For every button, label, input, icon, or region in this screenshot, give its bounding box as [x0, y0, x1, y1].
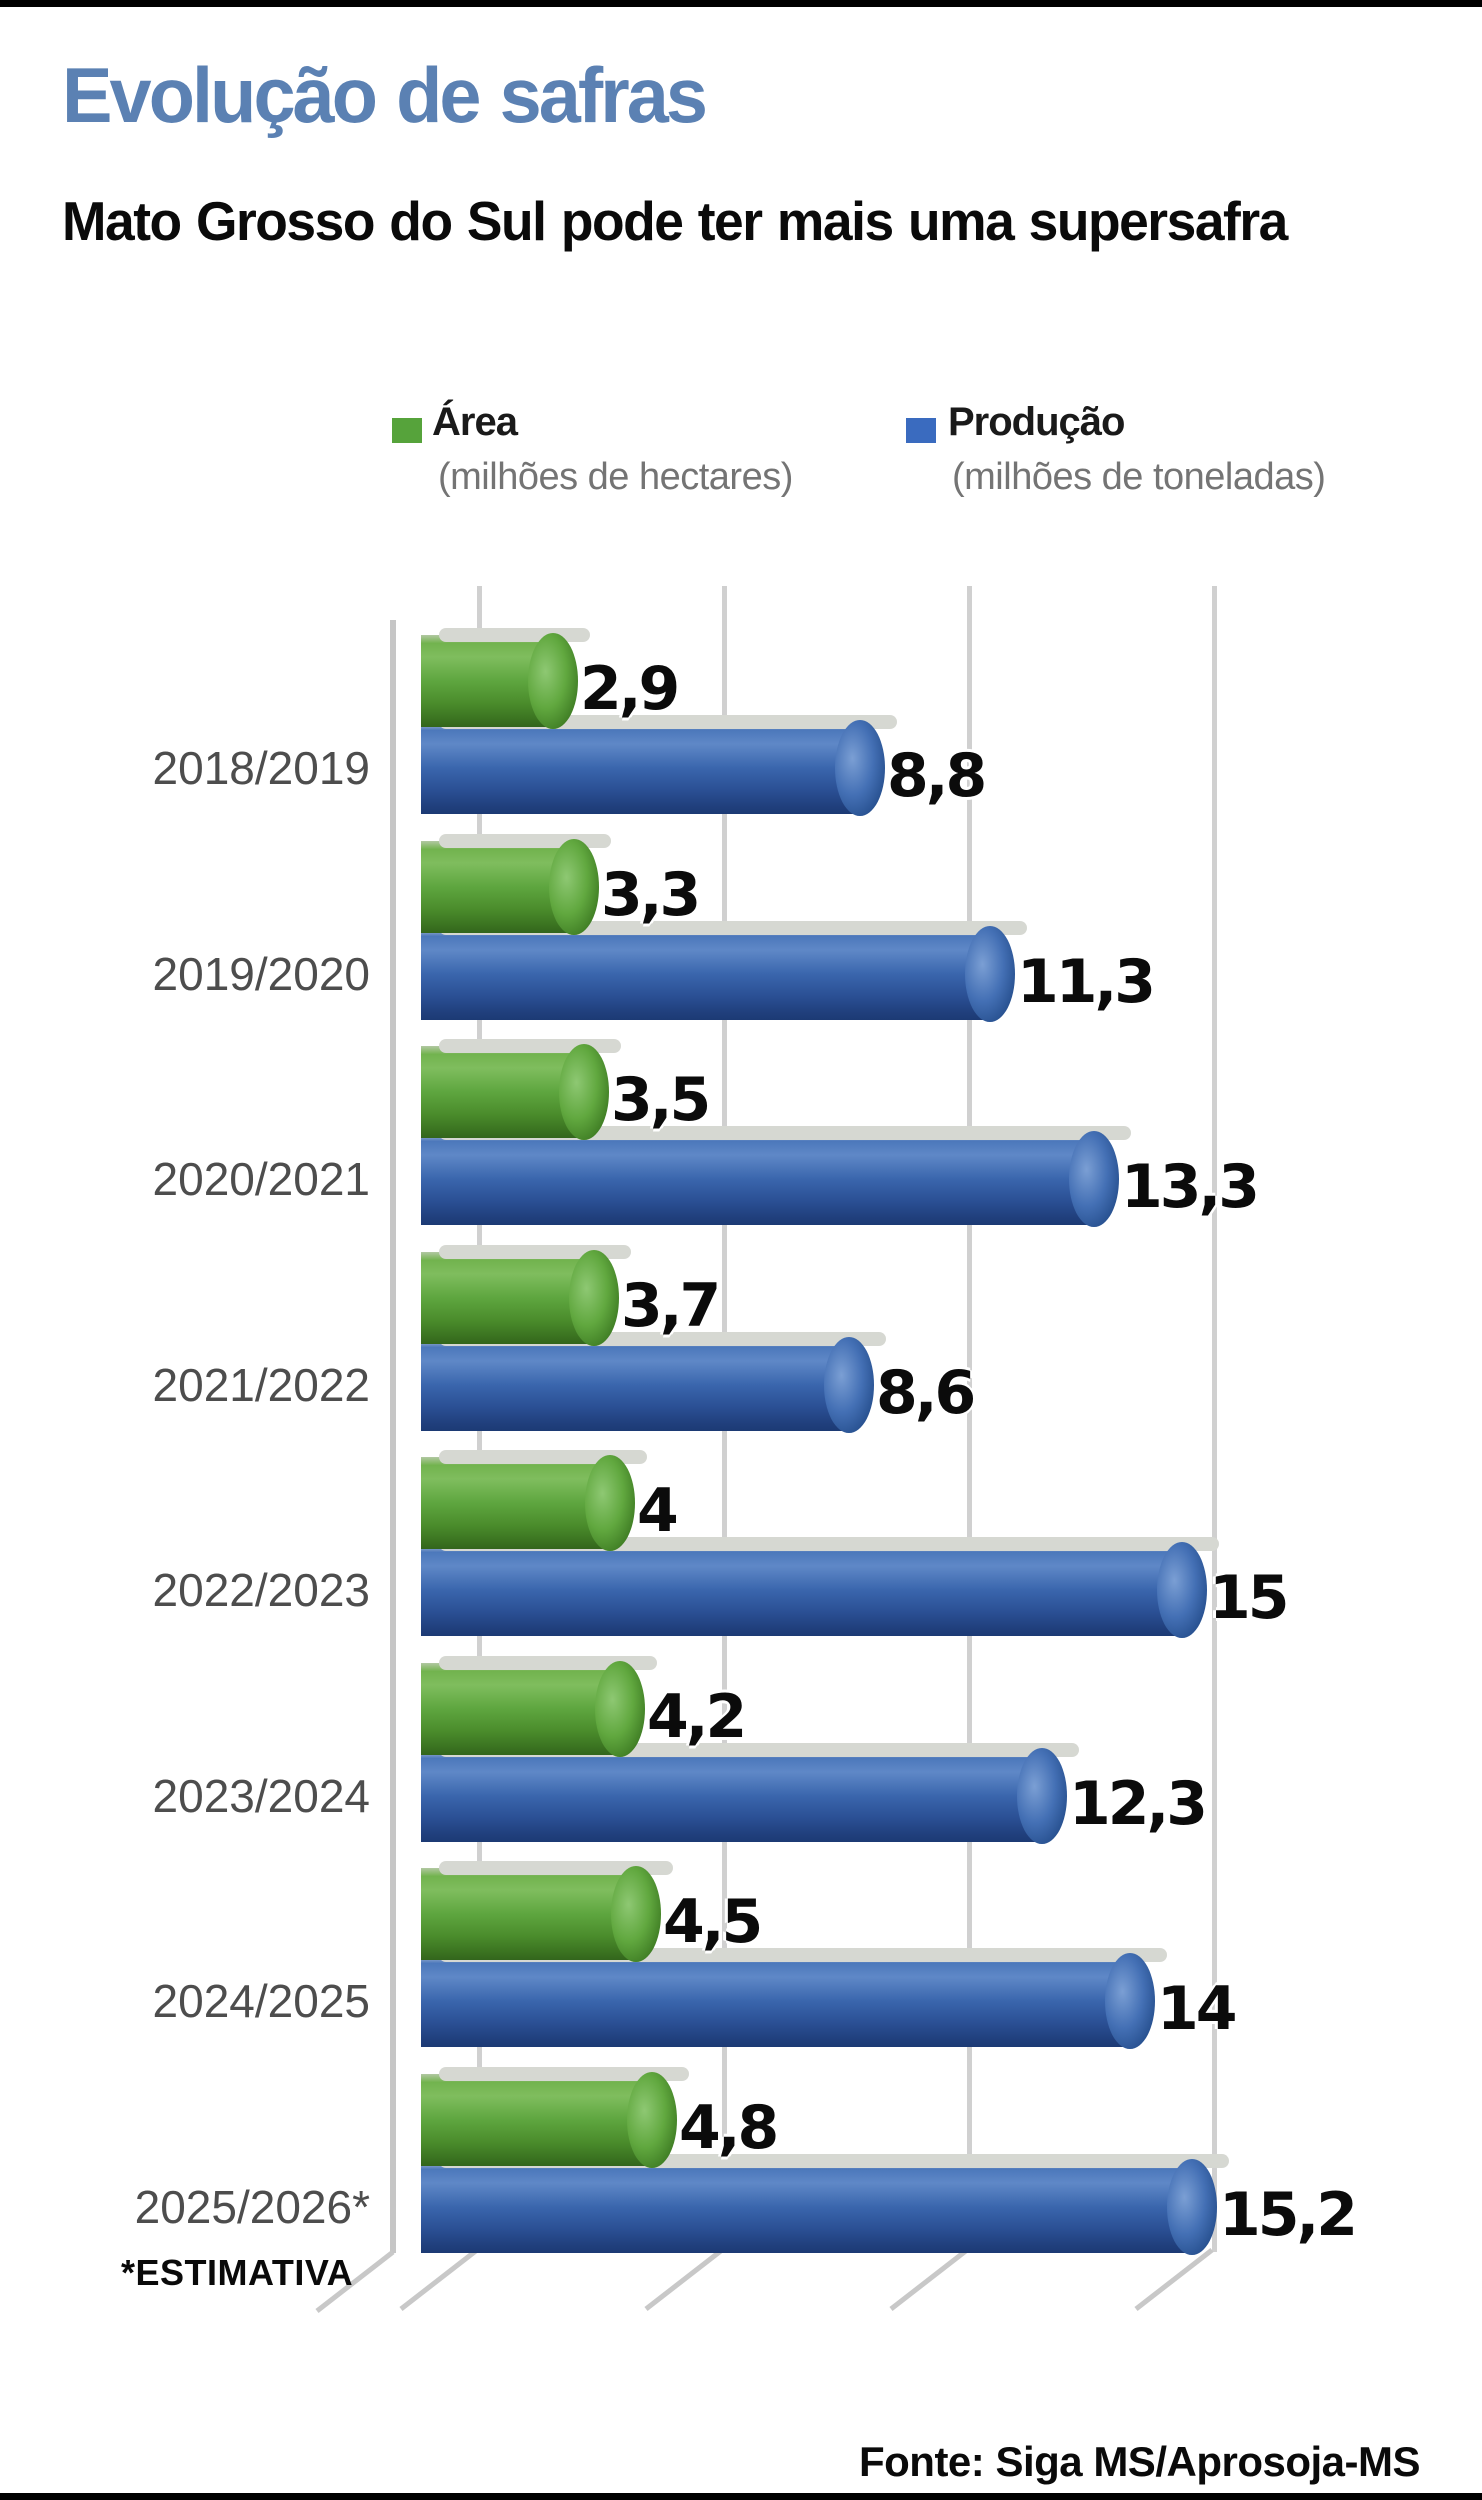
bottom-rule	[0, 2493, 1482, 2500]
area-bar	[421, 2067, 689, 2168]
area-value-label: 4,5	[663, 1887, 763, 1957]
bar-end-cap	[824, 1337, 874, 1433]
area-value-label: 4	[637, 1476, 679, 1546]
producao-value-label: 12,3	[1069, 1769, 1208, 1839]
producao-bar	[421, 1948, 1167, 2049]
producao-value-label: 14	[1157, 1974, 1237, 2044]
producao-bar	[421, 1743, 1079, 1844]
bar-end-cap	[1167, 2159, 1217, 2255]
bar-end-cap	[627, 2072, 677, 2168]
area-bar	[421, 628, 590, 729]
bar-end-cap	[585, 1455, 635, 1551]
area-bar	[421, 1245, 631, 1346]
producao-value-label: 15	[1209, 1563, 1289, 1633]
bar-end-cap	[528, 633, 578, 729]
producao-value-label: 13,3	[1121, 1152, 1260, 1222]
area-value-label: 3,7	[621, 1271, 721, 1341]
bar-end-cap	[1105, 1953, 1155, 2049]
area-legend-swatch	[392, 418, 422, 443]
area-bar	[421, 1450, 647, 1551]
producao-value-label: 15,2	[1219, 2180, 1358, 2250]
category-label: 2022/2023	[152, 1564, 370, 1616]
area-bar	[421, 1656, 657, 1757]
bar-end-cap	[835, 720, 885, 816]
source-credit: Fonte: Siga MS/Aprosoja-MS	[858, 2438, 1421, 2485]
area-bar	[421, 1039, 621, 1140]
category-label: 2019/2020	[152, 948, 370, 1000]
bar-end-cap	[965, 926, 1015, 1022]
producao-legend-swatch	[906, 418, 936, 443]
category-label: 2024/2025	[152, 1975, 370, 2027]
area-value-label: 3,5	[611, 1065, 711, 1135]
producao-legend-caption: (milhões de toneladas)	[952, 456, 1326, 498]
estimate-footnote: *ESTIMATIVA	[121, 2252, 354, 2293]
area-value-label: 4,8	[679, 2093, 779, 2163]
bar-end-cap	[569, 1250, 619, 1346]
area-value-label: 2,9	[580, 654, 680, 724]
producao-bar	[421, 1537, 1219, 1638]
producao-value-label: 8,6	[876, 1358, 976, 1428]
producao-bar	[421, 715, 897, 816]
area-bar	[421, 1861, 673, 1962]
bar-end-cap	[611, 1866, 661, 1962]
producao-value-label: 11,3	[1017, 947, 1156, 1017]
bar-end-cap	[595, 1661, 645, 1757]
bar-end-cap	[559, 1044, 609, 1140]
producao-bar	[421, 921, 1027, 1022]
bar-end-cap	[549, 839, 599, 935]
category-label: 2023/2024	[152, 1770, 370, 1822]
producao-legend-label: Produção	[948, 400, 1125, 444]
producao-bar	[421, 1126, 1131, 1227]
y-axis-wall	[390, 620, 396, 2253]
bar-end-cap	[1069, 1131, 1119, 1227]
area-value-label: 3,3	[601, 860, 701, 930]
category-label: 2020/2021	[152, 1153, 370, 1205]
category-label: 2018/2019	[152, 742, 370, 794]
area-bar	[421, 834, 611, 935]
producao-value-label: 8,8	[887, 741, 987, 811]
gridline	[967, 586, 972, 2252]
area-legend-label: Área	[432, 400, 518, 444]
producao-bar	[421, 1332, 886, 1433]
page-subtitle: Mato Grosso do Sul pode ter mais uma sup…	[62, 190, 1288, 252]
area-value-label: 4,2	[647, 1682, 747, 1752]
producao-bar	[421, 2154, 1229, 2255]
bar-end-cap	[1017, 1748, 1067, 1844]
page-title: Evolução de safras	[62, 51, 708, 139]
gridline	[1212, 586, 1217, 2252]
category-label: 2025/2026*	[134, 2181, 370, 2233]
top-rule	[0, 0, 1482, 7]
category-label: 2021/2022	[152, 1359, 370, 1411]
area-legend-caption: (milhões de hectares)	[438, 456, 793, 498]
bar-end-cap	[1157, 1542, 1207, 1638]
